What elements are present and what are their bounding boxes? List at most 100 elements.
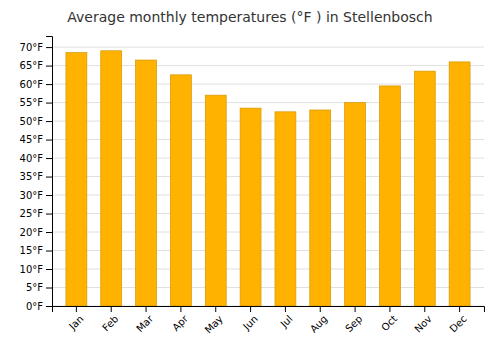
tick-mark — [320, 306, 321, 312]
tick-mark — [46, 140, 52, 141]
tick-mark — [46, 251, 52, 252]
bar — [170, 75, 191, 306]
tick-label: Aug — [308, 313, 330, 335]
tick-label: 15°F — [20, 245, 44, 256]
bar — [414, 71, 435, 306]
tick: 60°F — [20, 79, 52, 90]
tick-mark — [46, 195, 52, 196]
tick: Jan — [66, 306, 85, 332]
tick-mark — [424, 306, 425, 312]
tick-mark — [46, 288, 52, 289]
bar — [275, 112, 296, 306]
axis-line — [53, 307, 485, 313]
x-axis: Jan Feb Mar Apr May Jun Jul Aug Sep Oct Nov Dec — [53, 306, 485, 335]
tick-mark — [46, 84, 52, 85]
tick: Nov — [412, 306, 434, 335]
grid-line — [52, 47, 484, 48]
grid — [52, 47, 484, 306]
tick-mark — [46, 232, 52, 233]
tick-label: 10°F — [20, 264, 44, 275]
tick: 25°F — [20, 208, 52, 219]
tick: 5°F — [26, 282, 52, 293]
tick: 40°F — [20, 153, 52, 164]
tick-label: Dec — [447, 313, 468, 334]
tick: 45°F — [20, 134, 52, 145]
tick-mark — [250, 306, 251, 312]
tick-label: Mar — [134, 312, 156, 334]
axis-line — [46, 37, 53, 307]
tick-label: Jan — [66, 313, 85, 332]
bar — [310, 110, 331, 306]
bar — [205, 95, 226, 306]
tick-mark — [111, 306, 112, 312]
tick-label: Jun — [240, 313, 260, 333]
tick: Sep — [343, 306, 364, 334]
y-axis: 0°F 5°F 10°F 15°F 20°F 25°F 30°F 35°F 40°F 45°F 50… — [20, 37, 53, 312]
tick: Apr — [170, 306, 191, 333]
tick-label: 20°F — [20, 227, 44, 238]
chart: 0°F 5°F 10°F 15°F 20°F 25°F 30°F 35°F 40°F 45°F 50… — [0, 0, 500, 350]
tick-label: 55°F — [20, 97, 44, 108]
tick-mark — [46, 214, 52, 215]
tick-mark — [355, 306, 356, 312]
bar — [101, 51, 122, 306]
tick: 50°F — [20, 116, 52, 127]
tick-label: 60°F — [20, 79, 44, 90]
tick-mark — [285, 306, 286, 312]
tick-label: Sep — [343, 313, 364, 334]
tick-mark — [46, 177, 52, 178]
tick-label: Nov — [412, 313, 434, 335]
tick: 35°F — [20, 171, 52, 182]
tick: 15°F — [20, 245, 52, 256]
bar — [240, 108, 261, 306]
tick-mark — [46, 158, 52, 159]
tick-label: Apr — [170, 312, 191, 333]
tick: 30°F — [20, 190, 52, 201]
tick: Jul — [278, 306, 295, 330]
tick-label: Jul — [278, 313, 295, 330]
tick: Aug — [308, 306, 330, 335]
tick-mark — [215, 306, 216, 312]
tick-mark — [146, 306, 147, 312]
tick: Feb — [100, 306, 120, 333]
tick-label: 25°F — [20, 208, 44, 219]
tick-mark — [46, 306, 52, 307]
bar — [449, 62, 470, 306]
tick-label: 45°F — [20, 134, 44, 145]
bars — [66, 51, 470, 306]
tick-label: 5°F — [26, 282, 43, 293]
tick-label: 50°F — [20, 116, 44, 127]
tick: 70°F — [20, 42, 52, 53]
title: Average monthly temperatures (°F ) in St… — [67, 9, 432, 25]
tick-label: Feb — [100, 313, 120, 333]
tick: Jun — [240, 306, 260, 333]
tick: 65°F — [20, 60, 52, 71]
bar — [136, 60, 157, 306]
tick-mark — [46, 103, 52, 104]
tick-label: Oct — [379, 313, 399, 333]
tick-mark — [46, 269, 52, 270]
tick: 10°F — [20, 264, 52, 275]
tick: Mar — [134, 306, 156, 334]
bar — [345, 103, 366, 306]
tick: Dec — [447, 306, 468, 335]
tick: 20°F — [20, 227, 52, 238]
tick-mark — [459, 306, 460, 312]
tick: 0°F — [26, 301, 52, 312]
tick-label: 0°F — [26, 301, 43, 312]
tick-mark — [76, 306, 77, 312]
tick: May — [203, 306, 225, 335]
tick-label: May — [203, 313, 225, 335]
tick-mark — [389, 306, 390, 312]
bar — [379, 86, 400, 306]
tick-mark — [180, 306, 181, 312]
tick-mark — [46, 66, 52, 67]
tick-label: 40°F — [20, 153, 44, 164]
tick-label: 35°F — [20, 171, 44, 182]
tick-label: 70°F — [20, 42, 44, 53]
tick: 55°F — [20, 97, 52, 108]
tick-label: 65°F — [20, 60, 44, 71]
plot: 0°F 5°F 10°F 15°F 20°F 25°F 30°F 35°F 40°F 45°F 50… — [20, 37, 485, 336]
tick: Oct — [379, 306, 399, 333]
tick-mark — [46, 47, 52, 48]
